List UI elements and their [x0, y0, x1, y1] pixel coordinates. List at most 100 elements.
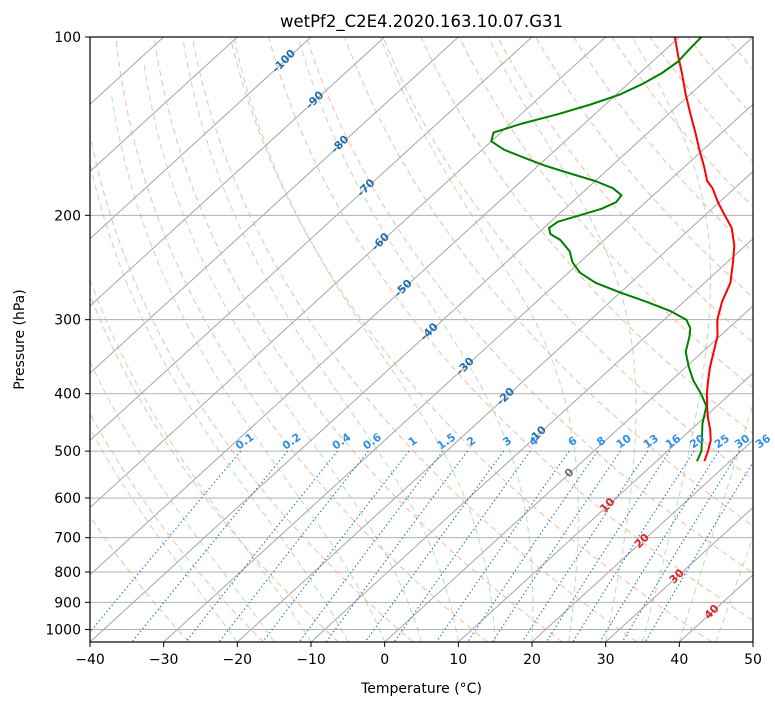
isotherm-line	[752, 641, 753, 642]
dry-adiabat-line	[382, 37, 753, 481]
y-tick-label: 400	[54, 387, 81, 403]
mixing-ratio-label: 20	[687, 432, 707, 452]
dry-adiabat-line	[306, 37, 753, 574]
isotherm-line	[605, 506, 753, 642]
mixing-ratio-line	[393, 450, 531, 642]
mixing-ratio-label: 36	[753, 432, 773, 452]
chart-title: wetPf2_C2E4.2020.163.10.07.G31	[280, 12, 563, 32]
moist-adiabat-line	[110, 94, 386, 642]
isotherm-line	[90, 37, 238, 173]
mixing-ratio-line	[621, 450, 740, 642]
mixing-ratio-line	[185, 450, 339, 642]
mixing-ratio-line	[545, 450, 671, 642]
y-tick-label: 300	[54, 313, 81, 329]
mixing-ratio-label: 8	[594, 434, 608, 449]
x-tick-label: −20	[223, 652, 253, 668]
plot-frame	[89, 36, 754, 643]
mixing-ratio-line	[435, 450, 570, 642]
y-tick-label: 1000	[45, 622, 81, 638]
mixing-ratio-line	[521, 450, 649, 642]
moist-adiabat-line	[90, 427, 238, 642]
mixing-ratio-label: 1.5	[435, 431, 458, 453]
y-tick-label: 700	[54, 531, 81, 547]
isotherm-line	[90, 37, 533, 442]
y-axis-label: Pressure (hPa)	[12, 289, 28, 389]
moist-adiabat-line	[297, 37, 534, 642]
mixing-ratio-label: 13	[641, 432, 661, 451]
moist-adiabat-line	[678, 401, 753, 642]
x-axis-label: Temperature (°C)	[360, 681, 482, 697]
mixing-ratio-line	[572, 450, 695, 642]
dry-adiabat-line	[649, 37, 753, 163]
mixing-ratio-line	[90, 450, 242, 633]
dry-adiabat-line	[535, 37, 753, 298]
mixing-ratio-line	[644, 461, 753, 642]
mixing-ratio-label: 30	[732, 432, 752, 452]
isotherm-line	[310, 237, 753, 642]
y-tick-label: 900	[54, 595, 81, 611]
mixing-ratio-line	[298, 450, 444, 642]
mixing-ratio-label: 10	[614, 432, 634, 452]
moist-adiabat-line	[90, 160, 349, 642]
reference-grid	[90, 37, 775, 642]
mixing-ratio-label: 1	[406, 434, 420, 449]
y-tick-label: 800	[54, 565, 81, 581]
moist-adiabat-line	[631, 37, 711, 642]
y-axis-ticks: 100 200 300 400 500 600 700 800 900 1000	[45, 30, 90, 638]
dry-adiabat-line	[458, 37, 753, 389]
moist-adiabat-line	[143, 61, 422, 642]
moist-adiabat-line	[379, 37, 579, 642]
mixing-ratio-line	[218, 450, 369, 642]
x-tick-label: −40	[75, 652, 105, 668]
dewpoint-profile-line	[490, 37, 708, 462]
dry-adiabat-line	[344, 37, 753, 527]
x-tick-label: −10	[296, 652, 326, 668]
y-tick-label: 500	[54, 444, 81, 460]
mixing-ratio-label: 16	[663, 432, 683, 452]
moist-adiabat-line	[90, 360, 275, 642]
profile-series	[490, 37, 736, 462]
moist-adiabat-line	[233, 37, 496, 642]
temperature-profile-line	[673, 37, 736, 462]
x-tick-label: 50	[744, 652, 762, 668]
isotherm-line	[90, 37, 680, 576]
mixing-ratio-line	[262, 450, 410, 642]
isotherm-line	[90, 37, 459, 374]
mixing-ratio-label: 25	[712, 432, 732, 451]
dry-adiabat-line	[229, 37, 712, 642]
y-tick-label: 100	[54, 30, 81, 46]
mixing-ratio-label: 0.4	[330, 430, 354, 452]
mixing-ratio-label: 0.1	[233, 431, 256, 453]
dry-adiabat-line	[90, 515, 190, 642]
isotherm-line	[90, 37, 386, 307]
mixing-ratio-label: 0.2	[280, 431, 303, 453]
dry-adiabat-line	[268, 37, 753, 622]
x-tick-label: 10	[449, 652, 467, 668]
mixing-ratio-line	[467, 450, 599, 642]
dry-adiabat-line	[90, 131, 414, 642]
dry-adiabat-line	[765, 37, 775, 642]
annotation-labels: -100-90-80-70-60-50-40-30-20-10010203040…	[233, 47, 773, 622]
dry-adiabat-line	[496, 37, 753, 344]
mixing-ratio-line	[131, 450, 289, 642]
mixing-ratio-line	[325, 450, 468, 642]
dry-adiabat-line	[687, 37, 753, 117]
moist-adiabat-line	[715, 535, 753, 642]
mixing-ratio-line	[491, 450, 621, 642]
dry-adiabat-line	[90, 412, 264, 642]
moist-adiabat-line	[90, 278, 312, 642]
x-tick-label: 0	[380, 652, 389, 668]
isotherm-line	[457, 372, 753, 642]
y-tick-label: 200	[54, 208, 81, 224]
isotherm-line	[90, 37, 607, 509]
moist-adiabat-line	[182, 37, 459, 642]
mixing-ratio-line	[364, 450, 505, 642]
y-tick-label: 600	[54, 491, 81, 507]
isotherm-line	[236, 170, 753, 642]
moist-adiabat-line	[487, 37, 637, 642]
x-tick-label: −30	[149, 652, 179, 668]
isotherm-line	[531, 439, 753, 642]
mixing-ratio-label: 0.6	[360, 430, 384, 452]
x-tick-label: 40	[670, 652, 688, 668]
